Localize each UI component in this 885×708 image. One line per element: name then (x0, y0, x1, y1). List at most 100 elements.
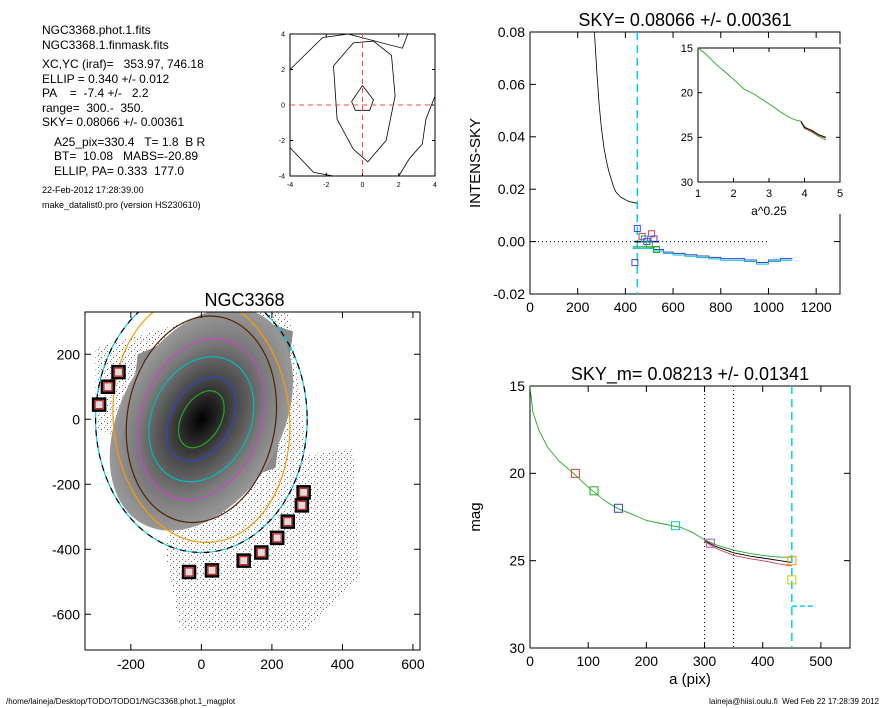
sky-box-inner (207, 565, 217, 575)
y-tick-label: 20 (509, 465, 525, 481)
x-tick-label: -2 (323, 182, 329, 189)
info-line: ELLIP, PA= 0.333 177.0 (54, 163, 184, 178)
info-line: range= 300.- 350. (42, 100, 144, 115)
isophote-square-marker (787, 556, 797, 566)
x-tick-label: 1000 (753, 299, 784, 315)
y-tick-label: -400 (52, 541, 80, 557)
intensity-profile (594, 32, 638, 204)
sky-box (111, 364, 126, 380)
isophote-square-marker (570, 468, 580, 478)
galaxy-image (91, 312, 361, 631)
sky-box-inner (113, 367, 124, 377)
info-line: XC,YC (iraf)= 353.97, 746.18 (42, 57, 204, 71)
sky-step-cyan (632, 247, 793, 265)
x-tick-label: 0 (526, 653, 534, 669)
sky-data (530, 32, 793, 294)
isophote-ellipse (166, 376, 237, 463)
y-tick-label: 15 (681, 43, 693, 55)
isophote-ellipse (112, 312, 291, 544)
file-path: /home/laineja/Desktop/TODO/TODO1/NGC3368… (6, 697, 236, 706)
x-axis-label: a^0.25 (751, 204, 787, 218)
y-axis-label: INTENS-SKY (467, 118, 484, 208)
galaxy-core (109, 312, 294, 531)
x-tick-label: 200 (635, 653, 659, 669)
y-tick-label: 200 (57, 346, 81, 362)
inset-plot: 1 2 3 4 5 15 20 25 30 a^0.25 (668, 43, 844, 218)
x-tick-label: 4 (801, 188, 807, 200)
inset-profile-line (800, 121, 826, 138)
y-tick-label: 4 (281, 31, 285, 38)
y-tick-label: -0.02 (493, 286, 525, 302)
contour-line (289, 147, 334, 177)
y-tick-label: 30 (509, 640, 525, 656)
x-tick-label: 400 (751, 653, 775, 669)
y-tick-label: -2 (279, 138, 285, 145)
isophote-square-marker (705, 538, 715, 548)
sky-box-inner (299, 487, 309, 497)
info-line: NGC3368.1.finmask.fits (42, 37, 169, 52)
isophote-ellipse (148, 356, 255, 483)
y-axis-label: mag (467, 502, 484, 531)
sky-square-marker (631, 259, 639, 267)
sky-box-inner (297, 500, 307, 510)
contour-line (398, 95, 436, 177)
sky-box-inner (256, 547, 266, 558)
inset-background (668, 44, 844, 214)
sky-box (236, 553, 251, 568)
x-tick-label: 1200 (801, 299, 832, 315)
sky-box-inner (283, 517, 293, 527)
x-tick-label: 0 (526, 299, 534, 315)
sky-box (280, 514, 296, 529)
isophote-square-marker (787, 575, 797, 585)
y-tick-label: 20 (681, 88, 693, 100)
sky-square-marker (650, 235, 658, 243)
x-tick-label: 4 (433, 182, 437, 189)
x-tick-label: 1 (695, 188, 701, 200)
x-tick-label: 200 (260, 656, 284, 672)
x-tick-label: 400 (331, 656, 355, 672)
sky-square-marker (648, 230, 656, 238)
sky-square-marker (645, 240, 653, 248)
sky-box (181, 564, 197, 580)
y-tick-label: 25 (509, 553, 525, 569)
y-tick-label: 15 (509, 378, 525, 394)
plot-title: SKY_m= 0.08213 +/- 0.01341 (571, 364, 809, 385)
x-tick-label: 0 (197, 656, 205, 672)
contour-line (289, 33, 409, 70)
contour-plot: -4 -2 0 2 4 -4 -2 0 2 4 (279, 31, 437, 189)
isophote-square-marker (670, 521, 680, 531)
plot-title: SKY= 0.08066 +/- 0.00361 (578, 10, 791, 30)
x-tick-label: 2 (397, 182, 401, 189)
x-tick-label: 2 (730, 188, 736, 200)
sky-box (204, 563, 220, 578)
isophote-ellipse (95, 312, 308, 554)
x-tick-label: 200 (566, 299, 590, 315)
isophote-ellipse (137, 338, 266, 501)
isophote-ellipse (125, 315, 278, 524)
y-tick-label: -600 (52, 606, 80, 622)
sky-box (269, 530, 285, 546)
x-tick-label: 600 (661, 299, 685, 315)
info-line: NGC3368.phot.1.fits (42, 23, 151, 37)
version-text: make_datalist0.pro (version HS230610) (42, 200, 201, 210)
plot-frame (84, 311, 421, 651)
isophote-square-marker (589, 486, 599, 496)
sky-box (254, 545, 269, 560)
y-tick-label: 0.00 (498, 234, 525, 250)
info-line: A25_pix=330.4 T= 1.8 B R (54, 134, 206, 149)
magnitude-profile-line (704, 541, 792, 567)
x-tick-label: 5 (837, 188, 843, 200)
magnitude-profile-line (704, 540, 792, 563)
x-tick-label: -4 (287, 182, 293, 189)
x-tick-label: 800 (709, 299, 733, 315)
sky-square-marker (633, 225, 641, 232)
sky-box-inner (272, 533, 282, 543)
sky-box-inner (184, 567, 194, 577)
x-tick-label: 100 (577, 653, 601, 669)
x-tick-label: 300 (693, 653, 717, 669)
info-line: BT= 10.08 MABS=-20.89 (54, 149, 199, 163)
y-tick-label: 25 (681, 132, 693, 144)
x-tick-label: 400 (614, 299, 638, 315)
sky-step-blue (632, 246, 793, 264)
x-axis-label: a (pix) (669, 671, 711, 688)
